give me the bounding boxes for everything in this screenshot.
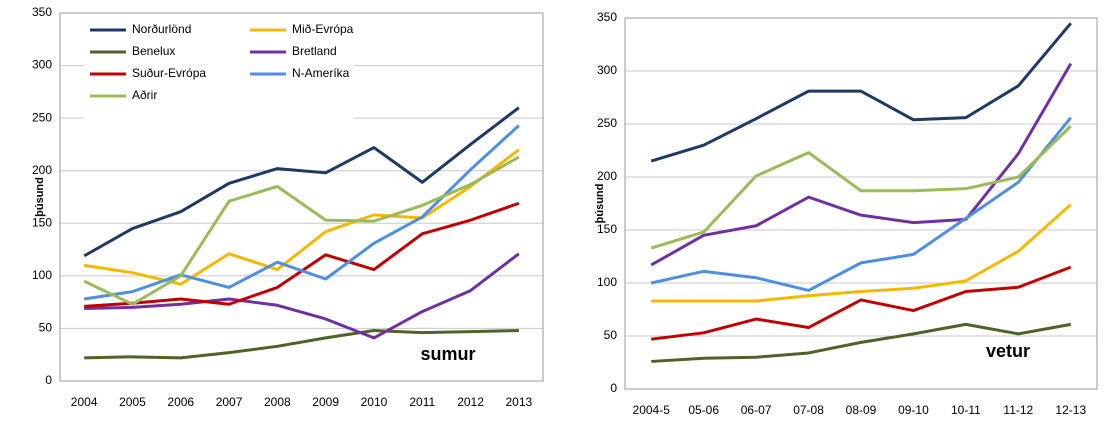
series-line — [650, 62, 1073, 267]
y-tick-label: 250 — [597, 116, 617, 130]
series-line — [650, 22, 1072, 163]
legend-label: Bretland — [292, 44, 337, 58]
y-tick-label: 150 — [32, 215, 52, 229]
x-tick-label: 12-13 — [1055, 403, 1086, 417]
x-tick-label: 2010 — [361, 395, 388, 409]
x-tick-label: 06-07 — [741, 403, 772, 417]
annotation: vetur — [986, 341, 1030, 361]
y-tick-label: 350 — [597, 10, 617, 24]
y-tick-label: 350 — [32, 5, 52, 19]
x-tick-label: 2004-5 — [633, 403, 671, 417]
annotation: sumur — [420, 344, 475, 364]
legend-label: Norðurlönd — [132, 22, 191, 36]
y-axis-label: þúsund — [34, 177, 46, 217]
plot-frame — [624, 17, 1098, 390]
x-tick-label: 10-11 — [951, 403, 981, 417]
series-line — [650, 116, 1072, 292]
x-tick-label: 2008 — [264, 395, 291, 409]
legend-label: Benelux — [132, 44, 175, 58]
x-tick-label: 2013 — [505, 395, 532, 409]
y-tick-label: 50 — [39, 321, 53, 335]
x-tick-label: 2006 — [167, 395, 194, 409]
y-tick-label: 150 — [597, 222, 617, 236]
plot-frame — [59, 12, 544, 382]
series-line — [84, 329, 519, 360]
series-line — [84, 252, 520, 340]
legend-label: Aðrir — [132, 88, 157, 102]
y-tick-label: 50 — [604, 328, 618, 342]
x-tick-label: 07-08 — [793, 403, 824, 417]
y-tick-label: 100 — [32, 268, 52, 282]
x-tick-label: 2007 — [216, 395, 243, 409]
x-tick-label: 09-10 — [898, 403, 929, 417]
x-tick-label: 2012 — [457, 395, 484, 409]
series-line — [83, 155, 520, 306]
legend-label: N-Ameríka — [292, 66, 350, 80]
y-tick-label: 300 — [597, 63, 617, 77]
series-line — [651, 265, 1072, 341]
y-tick-label: 300 — [32, 58, 52, 72]
x-tick-label: 2011 — [409, 395, 435, 409]
series-line — [651, 322, 1072, 363]
y-tick-label: 0 — [45, 373, 52, 387]
legend-box — [84, 18, 354, 140]
x-tick-label: 05-06 — [688, 403, 719, 417]
y-tick-label: 200 — [32, 163, 52, 177]
y-tick-label: 250 — [32, 110, 52, 124]
series-line — [650, 125, 1072, 250]
series-line — [84, 201, 520, 308]
series-line — [651, 203, 1072, 303]
series-line — [83, 124, 520, 301]
x-tick-label: 08-09 — [846, 403, 877, 417]
y-axis-label: þúsund — [594, 184, 606, 224]
x-tick-label: 2009 — [312, 395, 339, 409]
x-tick-label: 2005 — [119, 395, 146, 409]
series-line — [83, 148, 520, 286]
y-tick-label: 0 — [610, 381, 617, 395]
legend-label: Suður-Evrópa — [132, 66, 206, 80]
y-tick-label: 100 — [597, 275, 617, 289]
series-line — [83, 106, 520, 258]
x-tick-label: 11-12 — [1003, 403, 1033, 417]
legend-label: Mið-Evrópa — [292, 22, 354, 36]
x-tick-label: 2004 — [71, 395, 98, 409]
y-tick-label: 200 — [597, 169, 617, 183]
